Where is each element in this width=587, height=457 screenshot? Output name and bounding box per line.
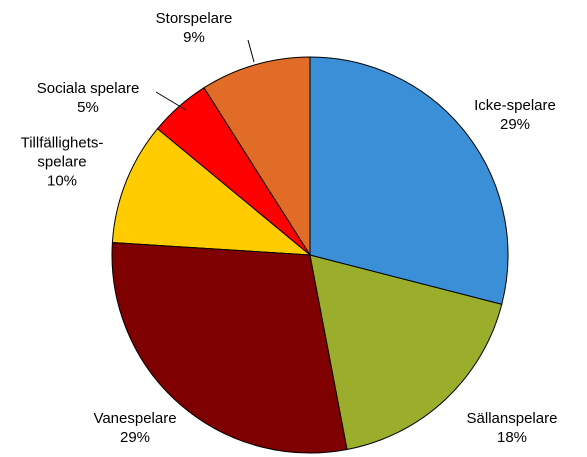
slice-label: Sällanspelare 18% [442,409,582,447]
slice-label: Tillfällighets-spelare 10% [7,134,117,191]
category-label: Tillfällighets-spelare [20,134,104,171]
leader-line [247,39,255,63]
value-label: 29% [499,116,531,133]
value-label: 29% [119,429,151,446]
pie-slice [111,128,312,256]
value-label: 18% [496,429,528,446]
category-label: Sociala spelare [36,80,140,97]
category-label: Sällanspelare [466,410,558,427]
pie-slice [203,56,311,257]
slice-label: Icke-spelare 29% [445,96,585,134]
pie-slice [309,254,503,451]
slice-label: Storspelare 9% [124,9,264,47]
pie-slice [309,56,509,305]
slice-label: Sociala spelare 5% [8,79,168,117]
leader-line [155,91,187,111]
slice-label: Vanespelare 29% [65,409,205,447]
value-label: 5% [77,99,99,116]
value-label: 9% [183,29,205,46]
pie-slice [111,242,348,454]
value-label: 10% [46,172,78,190]
category-label: Vanespelare [93,410,177,427]
category-label: Icke-spelare [474,97,556,114]
category-label: Storspelare [155,10,233,27]
